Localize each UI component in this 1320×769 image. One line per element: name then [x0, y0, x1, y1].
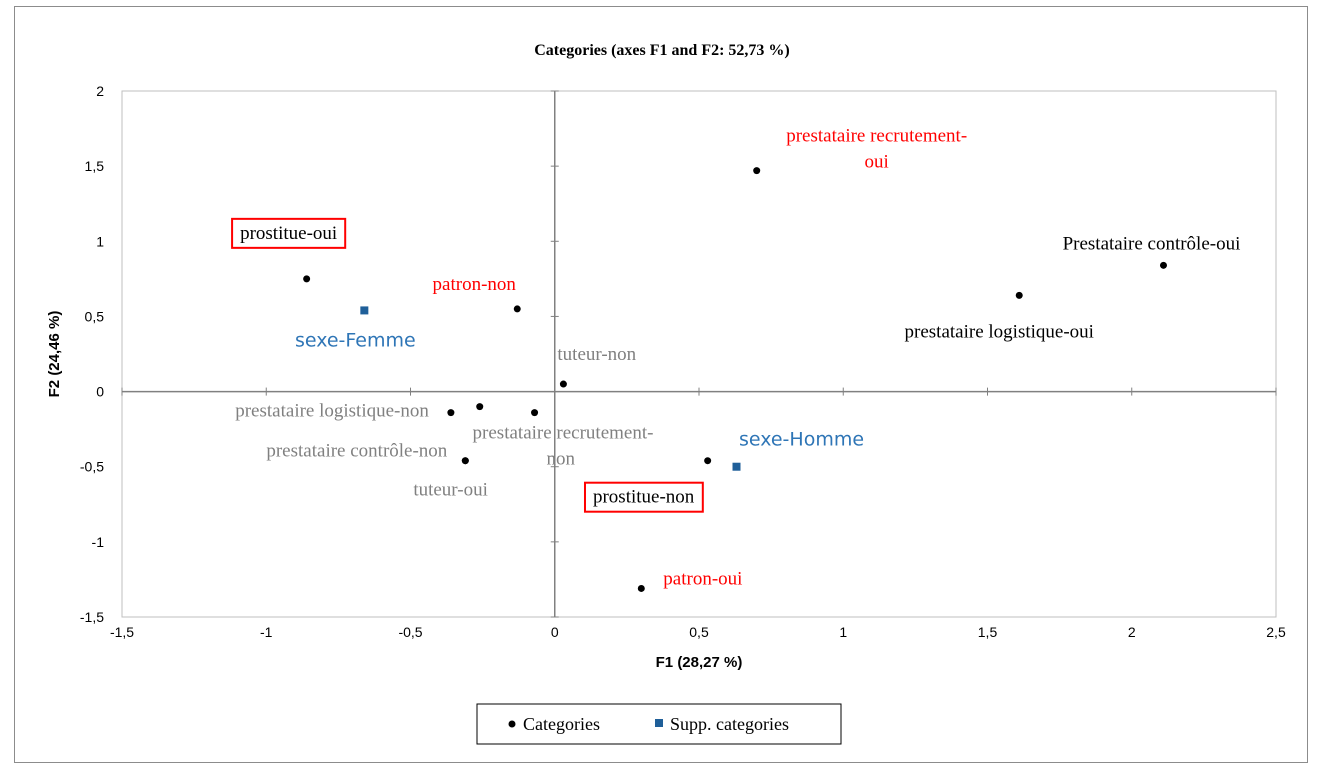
category-point: [1159, 261, 1167, 269]
category-point: [753, 167, 761, 175]
y-tick-label: 1,5: [85, 158, 105, 174]
point-labels: prostitue-oui patron-non prestataire recru…: [231, 126, 1241, 589]
x-axis-label: F1 (28,27 %): [656, 654, 743, 671]
y-tick-label: 2: [96, 83, 104, 99]
y-tick-label: 0,5: [85, 308, 105, 324]
category-point: [559, 380, 567, 388]
y-tick-label: 1: [96, 233, 104, 249]
category-point: [637, 584, 645, 592]
legend: Categories Supp. categories: [476, 703, 842, 745]
data-points: [303, 167, 1167, 592]
point-label: Prestataire contrôle-oui: [1063, 233, 1241, 254]
category-point: [1015, 291, 1023, 299]
axes: [121, 90, 1277, 618]
x-tick-label: 2,5: [1266, 624, 1286, 640]
y-tick-label: -1,5: [80, 609, 104, 625]
y-tick-label: -1: [92, 534, 105, 550]
x-tick-label: -1,5: [110, 624, 134, 640]
category-point: [303, 275, 311, 283]
category-point: [447, 409, 455, 417]
point-label: prestataire recrutement-non: [473, 423, 654, 470]
point-label: sexe-Femme: [295, 329, 416, 351]
chart-title: Categories (axes F1 and F2: 52,73 %): [534, 42, 790, 59]
point-label: tuteur-non: [557, 344, 636, 365]
point-label: prestataire logistique-non: [235, 401, 429, 422]
x-tick-label: -1: [260, 624, 273, 640]
y-axis-label: F2 (24,46 %): [46, 311, 63, 398]
x-tick-label: 1,5: [978, 624, 998, 640]
point-label: prostitue-oui: [240, 223, 337, 244]
scatter-chart: Categories (axes F1 and F2: 52,73 %) -1,…: [46, 42, 1286, 745]
highlight-box: [231, 217, 347, 249]
point-label: prestataire logistique-oui: [905, 321, 1094, 342]
highlight-box: [583, 481, 704, 513]
supp-category-point: [360, 306, 369, 315]
x-tick-label: 0,5: [689, 624, 709, 640]
legend-marker-supp: [655, 719, 663, 727]
category-point: [461, 457, 469, 465]
y-tick-label: 0: [96, 384, 104, 400]
point-label: patron-non: [433, 274, 517, 295]
point-label: patron-oui: [663, 568, 742, 589]
category-point: [513, 305, 521, 313]
x-tick-label: 2: [1128, 624, 1136, 640]
x-tick-label: 0: [551, 624, 559, 640]
legend-marker-categories: [508, 720, 516, 728]
tick-labels: -1,5 -1 -0,5 0 0,5 1 1,5 2 2,5 2 1,5 1 0,5 0 -0,5 -1 -1,…: [80, 83, 1286, 640]
x-tick-label: -0,5: [398, 624, 422, 640]
point-label: sexe-Homme: [739, 429, 864, 451]
category-point: [476, 403, 484, 411]
point-label: tuteur-oui: [413, 480, 488, 501]
supp-category-point: [732, 462, 741, 471]
legend-label-supp: Supp. categories: [670, 714, 789, 734]
legend-label-categories: Categories: [523, 714, 600, 734]
category-point: [531, 409, 539, 417]
plot-area: [121, 90, 1277, 618]
y-tick-label: -0,5: [80, 459, 104, 475]
x-tick-label: 1: [839, 624, 847, 640]
category-point: [704, 457, 712, 465]
point-label: prostitue-non: [593, 487, 695, 508]
point-label: prestataire recrutement-oui: [786, 126, 967, 173]
point-label: prestataire contrôle-non: [266, 441, 447, 462]
chart-frame: Categories (axes F1 and F2: 52,73 %) -1,…: [14, 6, 1308, 763]
